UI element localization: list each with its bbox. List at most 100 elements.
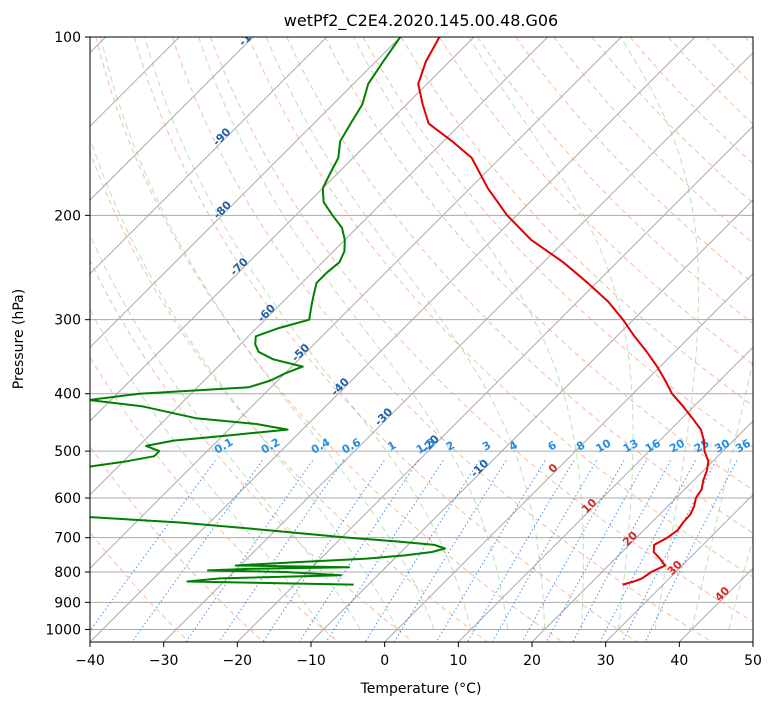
dry-adiabat-line [210, 37, 753, 623]
x-tick-label: 0 [380, 653, 389, 669]
isotherm-gridline [310, 199, 753, 642]
dry-adiabat-line [477, 37, 753, 325]
mixing-ratio-line [521, 460, 625, 642]
adiabat-label: -90 [210, 125, 233, 148]
isotherm-gridline [384, 272, 753, 642]
adiabat-label: 10 [579, 496, 599, 516]
dry-adiabat-line [90, 531, 190, 642]
moist-adiabat-line [620, 37, 700, 630]
isotherm-gridline [605, 493, 753, 642]
mixing-ratio-line [364, 460, 480, 642]
dry-adiabat-line [629, 37, 753, 165]
dry-adiabat-line [90, 356, 339, 642]
dry-adiabat-line [95, 37, 563, 642]
dry-adiabat-line [133, 37, 638, 642]
line-annotations: -100-90-80-70-60-50-40-30-20-10 010203040… [210, 37, 753, 604]
mixing-ratio-line [545, 460, 647, 642]
mixing-ratio-line [218, 460, 344, 642]
moist-adiabat-line [144, 37, 472, 630]
isotherm-gridline [90, 37, 254, 201]
mixing-ratio-label: 16 [643, 436, 663, 455]
dry-adiabat-line [706, 37, 753, 86]
y-tick-label: 1000 [45, 622, 81, 638]
dry-adiabat-line [400, 37, 753, 407]
adiabat-label: -50 [289, 341, 312, 364]
isotherm-gridline [90, 37, 696, 642]
adiabat-label: -30 [372, 405, 395, 428]
isotherm-gridline [457, 346, 753, 642]
mixing-ratio-label: 0.6 [340, 435, 364, 456]
dry-adiabat-line [515, 37, 753, 284]
dry-adiabat-line [438, 37, 753, 366]
y-tick-label: 100 [54, 30, 81, 46]
adiabat-label: 30 [665, 558, 685, 578]
y-tick-label: 600 [54, 491, 81, 507]
isotherm-gridline [678, 567, 753, 642]
isotherm-gridline [163, 51, 753, 642]
profile-series [90, 37, 710, 586]
y-tick-label: 900 [54, 595, 81, 611]
x-axis-label: Temperature (°C) [360, 681, 482, 697]
isotherm-gridline [90, 37, 622, 570]
mixing-ratio-label: 30 [712, 436, 732, 455]
moist-adiabat-line [265, 37, 546, 630]
y-tick-label: 200 [54, 208, 81, 224]
dry-adiabat-line [362, 37, 753, 449]
y-tick-label: 500 [54, 444, 81, 460]
temperature-profile-line [417, 37, 710, 586]
isotherm-gridline [752, 641, 753, 642]
moist-adiabat-line [90, 233, 361, 630]
mixing-ratio-line [644, 460, 738, 642]
x-tick-label: −40 [75, 653, 105, 669]
x-tick-label: 50 [744, 653, 762, 669]
mixing-ratio-label: 13 [621, 437, 641, 456]
x-tick-label: −10 [296, 653, 326, 669]
dry-adiabat-line [248, 37, 753, 578]
dewpoint-profile-line [90, 37, 446, 586]
adiabat-label: -70 [228, 255, 251, 278]
dry-adiabat-line [90, 259, 414, 642]
y-tick-label: 700 [54, 531, 81, 547]
mixing-ratio-label: 0.1 [212, 436, 235, 457]
dry-adiabat-line [90, 445, 264, 642]
x-tick-label: 30 [597, 653, 615, 669]
mixing-ratio-line [325, 460, 444, 642]
y-tick-label: 400 [54, 387, 81, 403]
y-axis: 100 200 300 400 500 600 700 800 900 1000 [45, 30, 90, 638]
isotherm-gridline [236, 125, 753, 642]
x-tick-label: 20 [523, 653, 541, 669]
x-tick-label: 40 [670, 653, 688, 669]
mixing-ratio-line [131, 460, 263, 642]
dry-adiabat-line [591, 37, 753, 204]
moist-adiabat-line [766, 37, 775, 629]
mixing-ratio-label: 20 [667, 436, 687, 455]
moist-adiabat-line [90, 136, 398, 630]
adiabat-label: -80 [211, 198, 234, 221]
x-axis: −40 −30 −20 −10 0 10 20 30 40 50 [75, 642, 762, 669]
mixing-ratio-line [185, 460, 314, 642]
mixing-ratio-line [467, 460, 575, 642]
adiabat-label: -10 [468, 457, 491, 480]
mixing-ratio-label: 10 [594, 436, 614, 455]
isotherm-gridline [90, 37, 328, 275]
mixing-ratio-label: 36 [733, 436, 753, 455]
plot-frame [89, 36, 754, 643]
adiabat-label: -40 [329, 375, 352, 398]
mixing-ratio-line [435, 460, 546, 642]
isotherm-gridline [90, 37, 475, 422]
mixing-ratio-line [90, 460, 216, 632]
y-tick-label: 300 [54, 313, 81, 329]
dry-adiabat-line [668, 37, 753, 125]
mixing-ratio-line [491, 460, 598, 642]
mixing-ratio-line [599, 460, 696, 642]
isotherm-gridline [90, 37, 401, 349]
dry-adiabat-line [171, 37, 712, 642]
x-tick-label: 10 [449, 653, 467, 669]
mixing-ratio-line [298, 460, 419, 642]
dry-adiabat-line [553, 37, 753, 244]
moist-adiabat-line [100, 37, 435, 630]
moist-adiabat-line [691, 358, 753, 630]
y-axis-label: Pressure (hPa) [11, 289, 27, 389]
moist-adiabat-line [468, 37, 634, 630]
x-tick-label: −20 [223, 653, 253, 669]
